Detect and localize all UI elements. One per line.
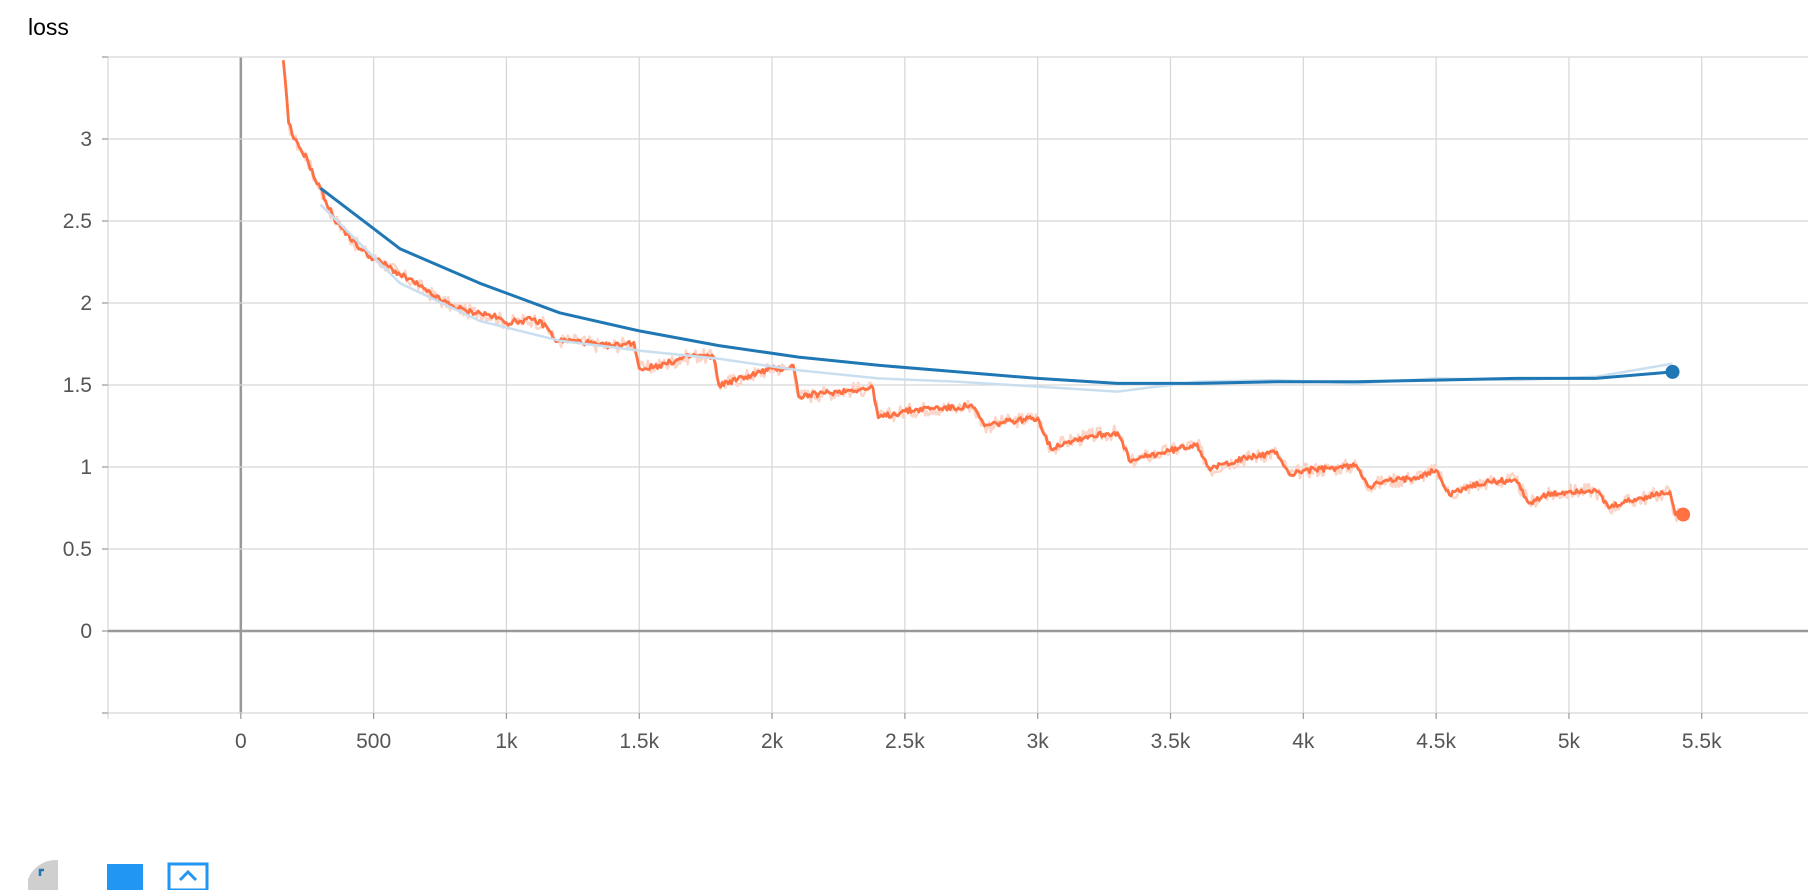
x-tick-label: 3.5k: [1151, 730, 1191, 753]
x-tick-label: 4.5k: [1416, 730, 1456, 753]
x-tick-label: 0: [235, 730, 247, 753]
y-tick-label: 1.5: [63, 374, 92, 397]
expand-chart-icon[interactable]: [28, 860, 58, 890]
y-tick-label: 0: [80, 620, 92, 643]
x-tick-label: 5k: [1558, 730, 1581, 753]
end-point-marker: [1665, 364, 1680, 379]
raw-line: [282, 60, 1685, 523]
toggle-log-scale-icon[interactable]: [105, 860, 145, 890]
x-tick-label: 5.5k: [1682, 730, 1722, 753]
y-tick-label: 2.5: [63, 210, 92, 233]
y-tick-label: 3: [80, 128, 92, 151]
x-axis-ticks: 0 500 1k 1.5k 2k 2.5k 3k 3.5k 4k 4.5k 5k 5.5k: [235, 713, 1722, 753]
y-axis-ticks: 0 0.5 1 1.5 2 2.5 3: [63, 56, 108, 714]
y-tick-label: 2: [80, 292, 92, 315]
x-tick-label: 500: [356, 730, 391, 753]
end-point-marker: [1676, 507, 1691, 522]
x-tick-label: 2.5k: [885, 730, 925, 753]
smoothed-line: [319, 187, 1673, 385]
series-2: [319, 187, 1680, 393]
x-tick-label: 1k: [495, 730, 518, 753]
x-tick-label: 4k: [1292, 730, 1315, 753]
chart-toolbar: [28, 858, 228, 890]
smoothed-line: [281, 60, 1685, 519]
y-tick-label: 1: [80, 456, 92, 479]
series-1: [281, 60, 1691, 523]
chart-title: loss: [28, 14, 69, 40]
grid-lines: [107, 56, 1808, 719]
y-tick-label: 0.5: [63, 538, 92, 561]
series-layer: [281, 60, 1691, 523]
x-tick-label: 2k: [761, 730, 784, 753]
x-tick-label: 3k: [1027, 730, 1050, 753]
fit-domain-icon[interactable]: [166, 860, 210, 890]
x-tick-label: 1.5k: [619, 730, 659, 753]
